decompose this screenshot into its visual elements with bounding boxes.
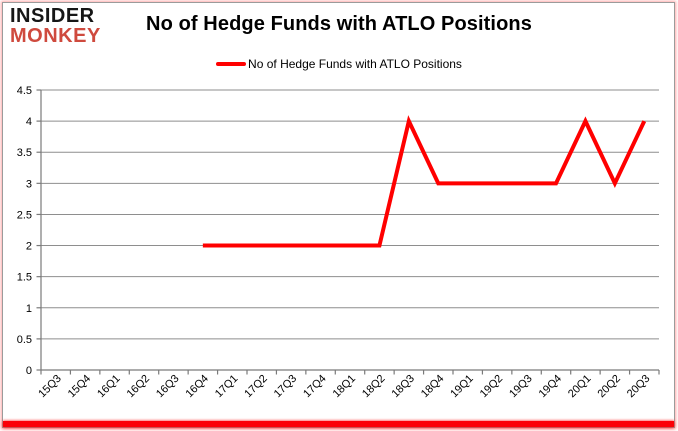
svg-text:20Q1: 20Q1 (566, 373, 594, 401)
svg-text:4: 4 (26, 116, 32, 128)
insider-monkey-logo: INSIDER MONKEY (10, 5, 140, 47)
svg-text:1.5: 1.5 (17, 272, 32, 284)
svg-text:18Q2: 18Q2 (360, 373, 388, 401)
series-line (202, 115, 647, 248)
axes (36, 89, 660, 375)
svg-text:17Q3: 17Q3 (272, 373, 300, 401)
svg-text:17Q1: 17Q1 (213, 373, 241, 401)
logo-text-monkey: MONKEY (10, 24, 101, 47)
svg-text:2: 2 (26, 241, 32, 253)
svg-text:0.5: 0.5 (17, 334, 32, 346)
logo-text-insider: INSIDER (10, 5, 95, 27)
bottom-accent-bar (3, 421, 674, 427)
svg-text:0: 0 (26, 365, 32, 377)
svg-text:19Q2: 19Q2 (478, 373, 506, 401)
gridlines (41, 89, 659, 340)
svg-text:3.5: 3.5 (17, 147, 32, 159)
legend: No of Hedge Funds with ATLO Positions (0, 57, 678, 71)
svg-text:17Q4: 17Q4 (301, 373, 329, 401)
svg-text:16Q2: 16Q2 (125, 373, 153, 401)
svg-text:4.5: 4.5 (17, 85, 32, 97)
svg-text:18Q1: 18Q1 (331, 373, 359, 401)
svg-text:16Q3: 16Q3 (154, 373, 182, 401)
y-axis-labels: 0 0.5 1 1.5 2 2.5 3 3.5 4 4.5 (17, 85, 32, 377)
svg-text:19Q1: 19Q1 (448, 373, 476, 401)
svg-text:2.5: 2.5 (17, 209, 32, 221)
svg-text:19Q3: 19Q3 (507, 373, 535, 401)
svg-text:20Q3: 20Q3 (625, 373, 653, 401)
chart-title: No of Hedge Funds with ATLO Positions (146, 13, 532, 35)
svg-text:19Q4: 19Q4 (537, 373, 565, 401)
svg-text:15Q4: 15Q4 (66, 373, 94, 401)
svg-text:3: 3 (26, 178, 32, 190)
svg-text:20Q2: 20Q2 (595, 373, 623, 401)
svg-text:16Q1: 16Q1 (95, 373, 123, 401)
legend-line-swatch (216, 62, 247, 66)
svg-text:15Q3: 15Q3 (36, 373, 64, 401)
svg-text:16Q4: 16Q4 (183, 373, 211, 401)
svg-text:1: 1 (26, 303, 32, 315)
svg-text:18Q4: 18Q4 (419, 373, 447, 401)
svg-text:18Q3: 18Q3 (389, 373, 417, 401)
legend-label: No of Hedge Funds with ATLO Positions (248, 57, 462, 71)
x-axis-labels: 15Q3 15Q4 16Q1 16Q2 16Q3 16Q4 17Q1 17Q2 17Q3 17Q4… (36, 373, 652, 401)
svg-text:17Q2: 17Q2 (242, 373, 270, 401)
